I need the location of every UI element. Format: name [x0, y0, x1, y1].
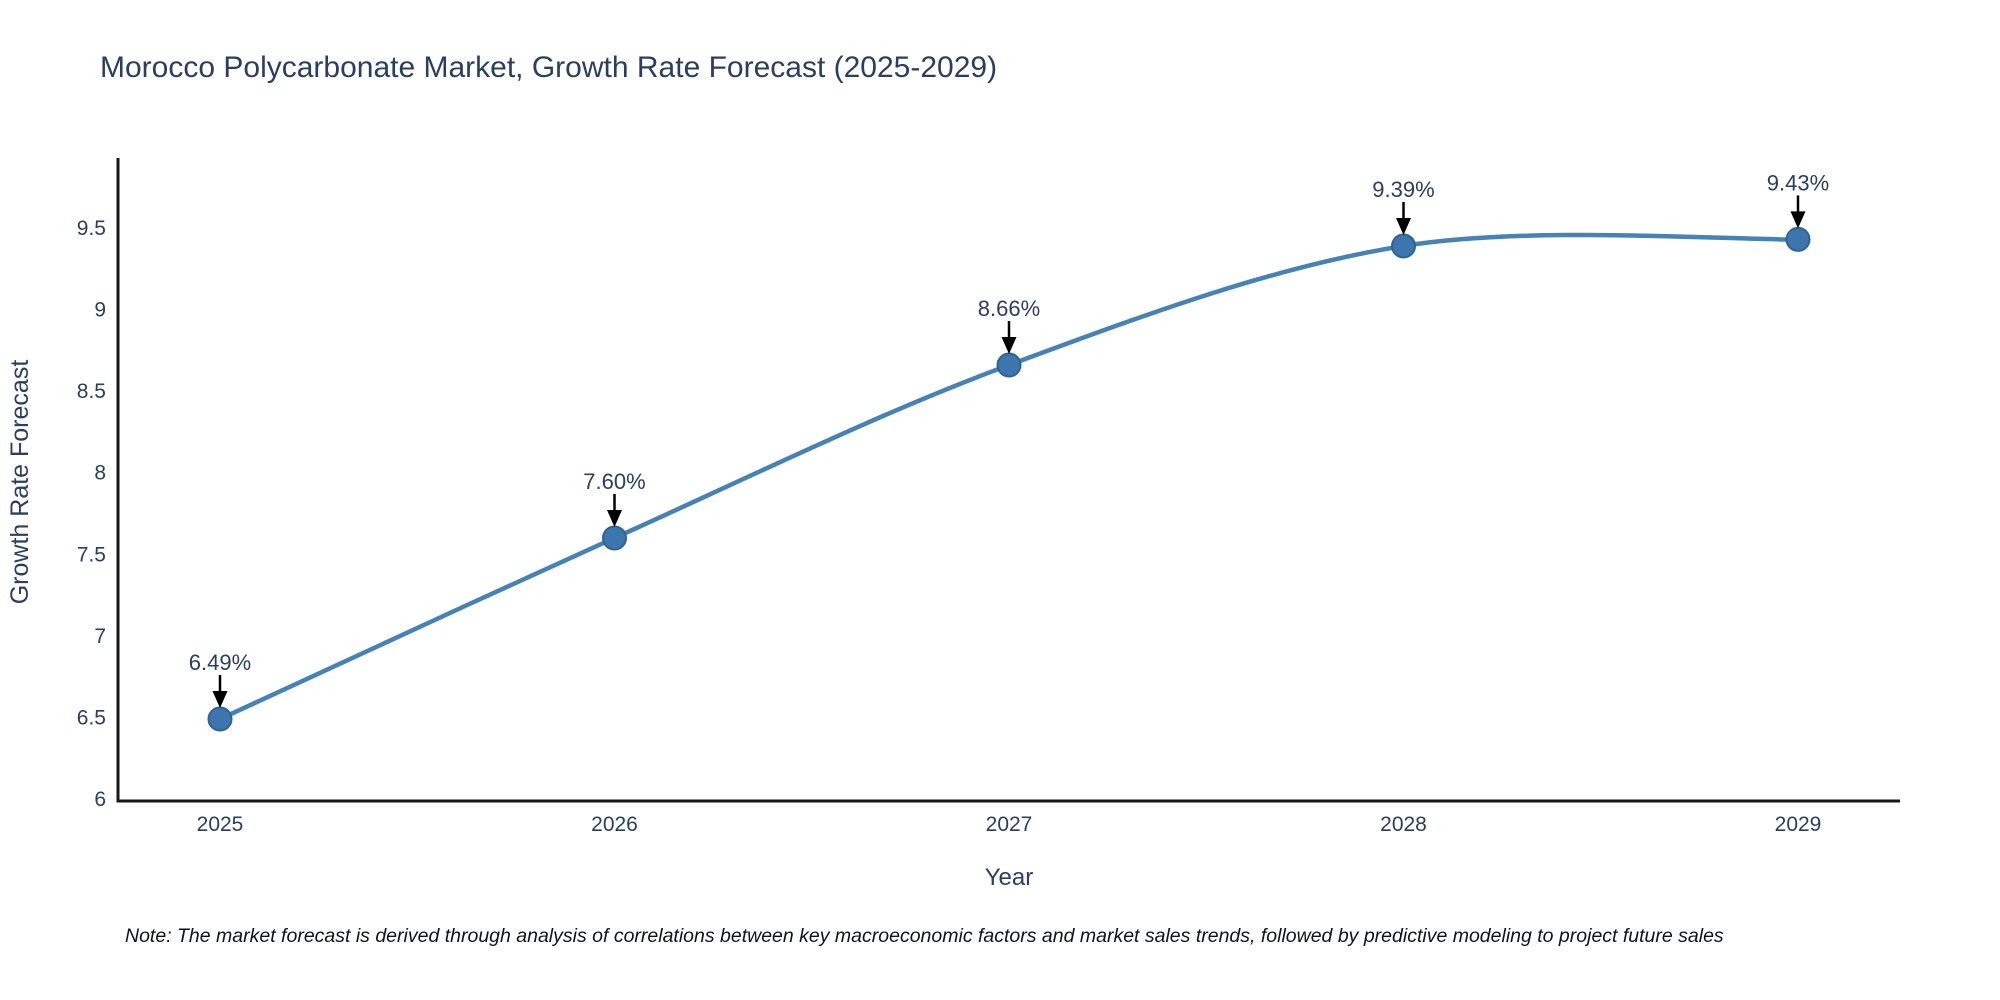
- point-annotation-label: 7.60%: [583, 469, 645, 494]
- y-tick-label: 7.5: [77, 543, 106, 566]
- annotation-arrow-head: [1790, 211, 1806, 229]
- point-annotation-label: 9.43%: [1767, 170, 1829, 195]
- data-point-marker: [1785, 226, 1811, 252]
- data-point-marker: [1391, 233, 1416, 259]
- annotation-arrow-head: [212, 691, 228, 709]
- y-tick-label: 6: [94, 788, 106, 811]
- series-layer: [207, 226, 1811, 732]
- point-annotation-label: 9.39%: [1372, 177, 1434, 202]
- chart-title: Morocco Polycarbonate Market, Growth Rat…: [100, 51, 998, 84]
- x-tick-label: 2029: [1775, 813, 1822, 836]
- axes-layer: 6 6.5 7 7.5 8 8.5 9 9.5 2025 2026 2027 2028 2029 Year…: [6, 158, 1900, 891]
- x-tick-label: 2026: [591, 813, 638, 836]
- x-tick-label: 2028: [1380, 813, 1427, 836]
- annotation-layer: 6.49% 7.60% 8.66% 9.39% 9.43%: [189, 170, 1829, 709]
- annotation-arrow-head: [1396, 217, 1411, 235]
- data-point-marker: [996, 352, 1022, 378]
- data-point-marker: [207, 706, 233, 732]
- x-tick-label: 2027: [986, 813, 1033, 836]
- y-tick-label: 9.5: [77, 217, 106, 240]
- annotation-arrow-head: [1001, 337, 1017, 355]
- chart-note: Note: The market forecast is derived thr…: [125, 925, 1724, 947]
- y-tick-label: 8: [94, 462, 106, 485]
- y-tick-label: 7: [94, 625, 106, 648]
- point-annotation-label: 8.66%: [978, 296, 1040, 321]
- annotation-arrow-head: [607, 509, 622, 527]
- point-annotation-label: 6.49%: [189, 650, 251, 675]
- x-tick-label: 2025: [197, 813, 244, 836]
- y-tick-label: 6.5: [77, 706, 106, 729]
- y-tick-label: 9: [94, 299, 106, 322]
- x-axis-title: Year: [985, 864, 1034, 891]
- data-point-marker: [602, 525, 627, 551]
- y-tick-label: 8.5: [77, 380, 106, 403]
- y-axis-title: Growth Rate Forecast: [6, 360, 34, 605]
